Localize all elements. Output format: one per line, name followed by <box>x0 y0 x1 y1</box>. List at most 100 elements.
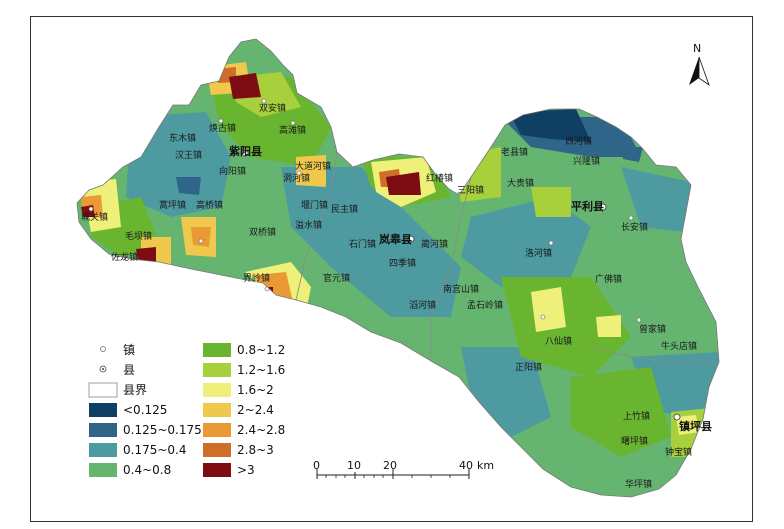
town-label: 官元镇 <box>323 272 350 284</box>
town-label: 曾家镇 <box>639 323 666 335</box>
legend-swatch <box>89 443 117 457</box>
scale-tick-label: 20 <box>383 459 397 472</box>
town-label: 滔河镇 <box>409 299 436 311</box>
zone-0175-04-south <box>461 347 551 437</box>
county-seat-marker <box>407 235 415 243</box>
map-frame: 双安镇 焕古镇 高滩镇 东木镇 汉王镇 向阳镇 洞河镇 红椿镇 高桥镇 毛坝镇 … <box>30 16 753 522</box>
county-seat-marker <box>241 149 249 157</box>
legend-class-label: 0.4~0.8 <box>123 463 171 477</box>
zone-0175-04-ne <box>621 167 691 232</box>
county-boundaries <box>295 151 716 363</box>
town-marker <box>540 314 546 320</box>
town-marker <box>548 240 554 246</box>
town-label: 双桥镇 <box>249 226 276 238</box>
town-marker <box>198 238 204 244</box>
town-label: 东木镇 <box>169 132 196 144</box>
legend-class-label: <0.125 <box>123 403 167 417</box>
legend-swatch <box>203 423 231 437</box>
town-label: 老县镇 <box>501 146 528 158</box>
county-labels: 紫阳县 岚皋县 平利县 镇坪县 <box>229 144 712 433</box>
legend-class-label: 2.8~3 <box>237 443 274 457</box>
town-label: 汉王镇 <box>175 149 202 161</box>
north-arrow: N <box>689 42 710 87</box>
town-marker <box>261 98 267 104</box>
scale-tick-label: 10 <box>347 459 361 472</box>
zone-16-2-e <box>676 415 699 435</box>
zone-lt-0125 <box>509 109 591 142</box>
county-seat-markers <box>241 149 681 421</box>
legend-boundary-swatch <box>88 382 118 398</box>
legend-class-label: 0.8~1.2 <box>237 343 285 357</box>
county-seat-marker <box>599 203 607 211</box>
town-marker <box>636 317 642 323</box>
town-label: 华坪镇 <box>625 478 652 490</box>
zone-gt3-d <box>136 247 156 267</box>
town-label: 南宫山镇 <box>443 283 479 295</box>
legend-swatch <box>89 463 117 477</box>
zone-24-28-c <box>191 227 211 247</box>
legend-swatch <box>203 383 231 397</box>
boundary-langao-pingli <box>430 176 472 361</box>
legend-town-symbol <box>100 346 106 352</box>
legend-class-label: 2~2.4 <box>237 403 274 417</box>
value-classes <box>81 62 719 457</box>
town-marker <box>88 206 94 212</box>
legend-boundary-label: 县界 <box>123 383 147 397</box>
town-label: 民主镇 <box>331 203 358 215</box>
town-label: 正阳镇 <box>515 361 542 373</box>
zone-08-12-c <box>571 367 671 457</box>
zone-0125-0175-ne <box>621 147 643 162</box>
town-label: 溢水镇 <box>295 219 322 231</box>
boundary-ziyang-langao <box>295 151 338 301</box>
zone-gt3-b <box>386 172 421 195</box>
legend-swatch <box>203 403 231 417</box>
town-label: 佐龙镇 <box>111 251 138 263</box>
county-label-zhenping: 镇坪县 <box>679 419 712 433</box>
town-label: 洛河镇 <box>525 247 552 259</box>
town-label: 石门镇 <box>349 238 376 250</box>
town-label: 洞河镇 <box>283 172 310 184</box>
town-label: 三阳镇 <box>457 184 484 196</box>
county-label-pingli: 平利县 <box>571 199 604 213</box>
town-label: 双安镇 <box>259 102 286 114</box>
legend-town-label: 镇 <box>123 343 135 357</box>
town-label: 毛坝镇 <box>125 230 152 242</box>
zone-2-24-c <box>296 155 326 187</box>
legend-class-label: >3 <box>237 463 255 477</box>
town-label: 牛头店镇 <box>661 340 697 352</box>
legend-county-label: 县 <box>123 363 135 377</box>
town-labels: 双安镇 焕古镇 高滩镇 东木镇 汉王镇 向阳镇 洞河镇 红椿镇 高桥镇 毛坝镇 … <box>81 102 697 490</box>
town-label: 钟宝镇 <box>665 446 692 458</box>
scale-tick-label: 0 <box>313 459 320 472</box>
north-arrow-icon <box>689 57 699 85</box>
legend-class-label: 1.6~2 <box>237 383 274 397</box>
town-label: 焕古镇 <box>209 122 236 134</box>
town-label: 曙坪镇 <box>621 435 648 447</box>
town-label: 四季镇 <box>389 257 416 269</box>
town-marker <box>264 286 270 292</box>
legend-swatch <box>203 463 231 477</box>
town-label: 西河镇 <box>565 135 592 147</box>
town-label: 界岭镇 <box>243 272 270 284</box>
zone-16-2-d <box>531 287 566 332</box>
zone-0125-0175-west <box>176 177 201 195</box>
zone-0175-04-center <box>281 167 461 317</box>
town-label: 孟石岭镇 <box>467 299 503 311</box>
north-label: N <box>693 42 701 55</box>
town-label: 高滩镇 <box>279 124 306 136</box>
legend: 镇 县 县界 <0.125 0.125~0.175 0.175~0.4 0.4~… <box>88 343 285 477</box>
town-label: 高桥镇 <box>196 199 223 211</box>
town-marker <box>290 120 296 126</box>
legend-swatch <box>203 343 231 357</box>
county-label-langao: 岚皋县 <box>379 232 412 246</box>
scale-bar: 0 10 20 40 km <box>313 459 494 479</box>
town-label: 大贵镇 <box>507 177 534 189</box>
scale-minor-ticks <box>325 475 451 478</box>
town-marker <box>628 215 634 221</box>
town-markers <box>88 98 642 323</box>
scale-tick-label: 40 <box>459 459 473 472</box>
legend-class-label: 1.2~1.6 <box>237 363 285 377</box>
town-label: 红椿镇 <box>426 172 453 184</box>
town-label: 向阳镇 <box>219 165 246 177</box>
town-label: 长安镇 <box>621 221 648 233</box>
